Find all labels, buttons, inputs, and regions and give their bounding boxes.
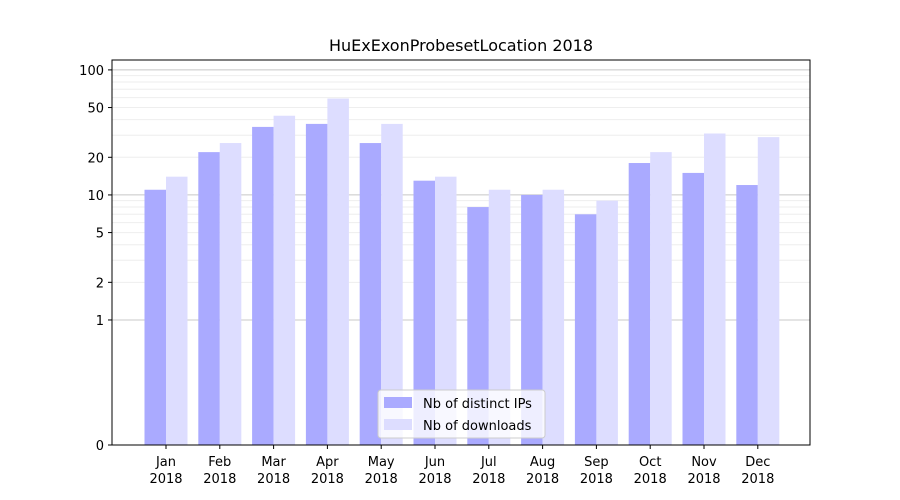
x-tick-label-year: 2018 xyxy=(149,472,182,487)
x-tick-label-month: May xyxy=(368,455,395,470)
bars-layer xyxy=(144,98,780,446)
x-tick-label-year: 2018 xyxy=(203,472,236,487)
bar-downloads xyxy=(596,200,618,445)
plot-frame xyxy=(111,59,811,446)
x-tick-label-year: 2018 xyxy=(634,472,667,487)
bar-downloads xyxy=(757,137,780,445)
bar-distinct-ips xyxy=(305,123,328,445)
bar-distinct-ips xyxy=(574,214,597,445)
legend: Nb of distinct IPs Nb of downloads xyxy=(377,389,546,439)
chart-title: HuExExonProbesetLocation 2018 xyxy=(329,36,593,55)
y-tick-label: 50 xyxy=(87,102,104,117)
x-tick-label-month: Mar xyxy=(261,455,286,470)
bar-distinct-ips xyxy=(413,180,435,445)
x-tick-label-month: Jul xyxy=(480,455,497,470)
x-tick-label-month: Nov xyxy=(691,455,717,470)
x-axis: Jan 2018 Feb 2018 Mar 2018 Apr 2018 May 2018 Jun 20… xyxy=(149,445,774,487)
x-tick-label-year: 2018 xyxy=(687,472,720,487)
y-tick-label: 1 xyxy=(96,314,104,329)
x-tick-label-year: 2018 xyxy=(257,472,290,487)
legend-swatch-distinct-ips xyxy=(384,397,412,408)
x-tick-label-year: 2018 xyxy=(365,472,398,487)
bar-distinct-ips xyxy=(682,172,704,445)
x-tick-label-year: 2018 xyxy=(580,472,613,487)
bar-downloads xyxy=(704,133,726,445)
bar-distinct-ips xyxy=(144,189,166,445)
legend-label-downloads: Nb of downloads xyxy=(423,419,532,434)
bar-downloads xyxy=(273,115,296,445)
x-tick-label-month: Feb xyxy=(208,455,231,470)
legend-swatch-downloads xyxy=(384,419,412,430)
x-tick-label-year: 2018 xyxy=(526,472,559,487)
bar-downloads xyxy=(381,123,403,445)
bar-downloads xyxy=(219,143,242,445)
y-tick-label: 10 xyxy=(87,189,104,204)
y-tick-label: 100 xyxy=(79,64,104,79)
x-tick-label-month: Dec xyxy=(745,455,770,470)
bar-downloads xyxy=(542,189,565,445)
bar-downloads xyxy=(650,152,672,445)
bar-distinct-ips xyxy=(467,207,489,445)
bar-downloads xyxy=(488,189,511,445)
legend-label-distinct-ips: Nb of distinct IPs xyxy=(423,397,532,412)
x-tick-label-year: 2018 xyxy=(741,472,774,487)
y-tick-label: 5 xyxy=(96,227,104,242)
x-tick-label-month: Jan xyxy=(155,455,176,470)
legend-box xyxy=(377,389,546,439)
bar-downloads xyxy=(327,98,349,446)
y-tick-label: 2 xyxy=(96,276,104,291)
x-tick-label-month: Sep xyxy=(584,455,609,470)
bar-distinct-ips xyxy=(521,194,543,445)
x-tick-label-month: Jun xyxy=(424,455,445,470)
y-tick-label: 20 xyxy=(87,151,104,166)
x-tick-label-year: 2018 xyxy=(311,472,344,487)
bar-distinct-ips xyxy=(628,163,651,445)
bar-distinct-ips xyxy=(359,143,382,445)
bar-distinct-ips xyxy=(198,152,220,445)
x-tick-label-month: Oct xyxy=(639,455,661,470)
y-tick-label: 0 xyxy=(96,439,104,454)
bar-distinct-ips xyxy=(736,185,758,445)
bar-distinct-ips xyxy=(252,126,274,446)
y-axis: 0 1 2 5 10 20 50 100 xyxy=(79,64,112,454)
x-tick-label-month: Apr xyxy=(316,455,339,470)
x-tick-label-month: Aug xyxy=(530,455,555,470)
x-tick-label-year: 2018 xyxy=(418,472,451,487)
x-tick-label-year: 2018 xyxy=(472,472,505,487)
bar-downloads xyxy=(166,176,188,445)
bar-downloads xyxy=(435,176,457,445)
